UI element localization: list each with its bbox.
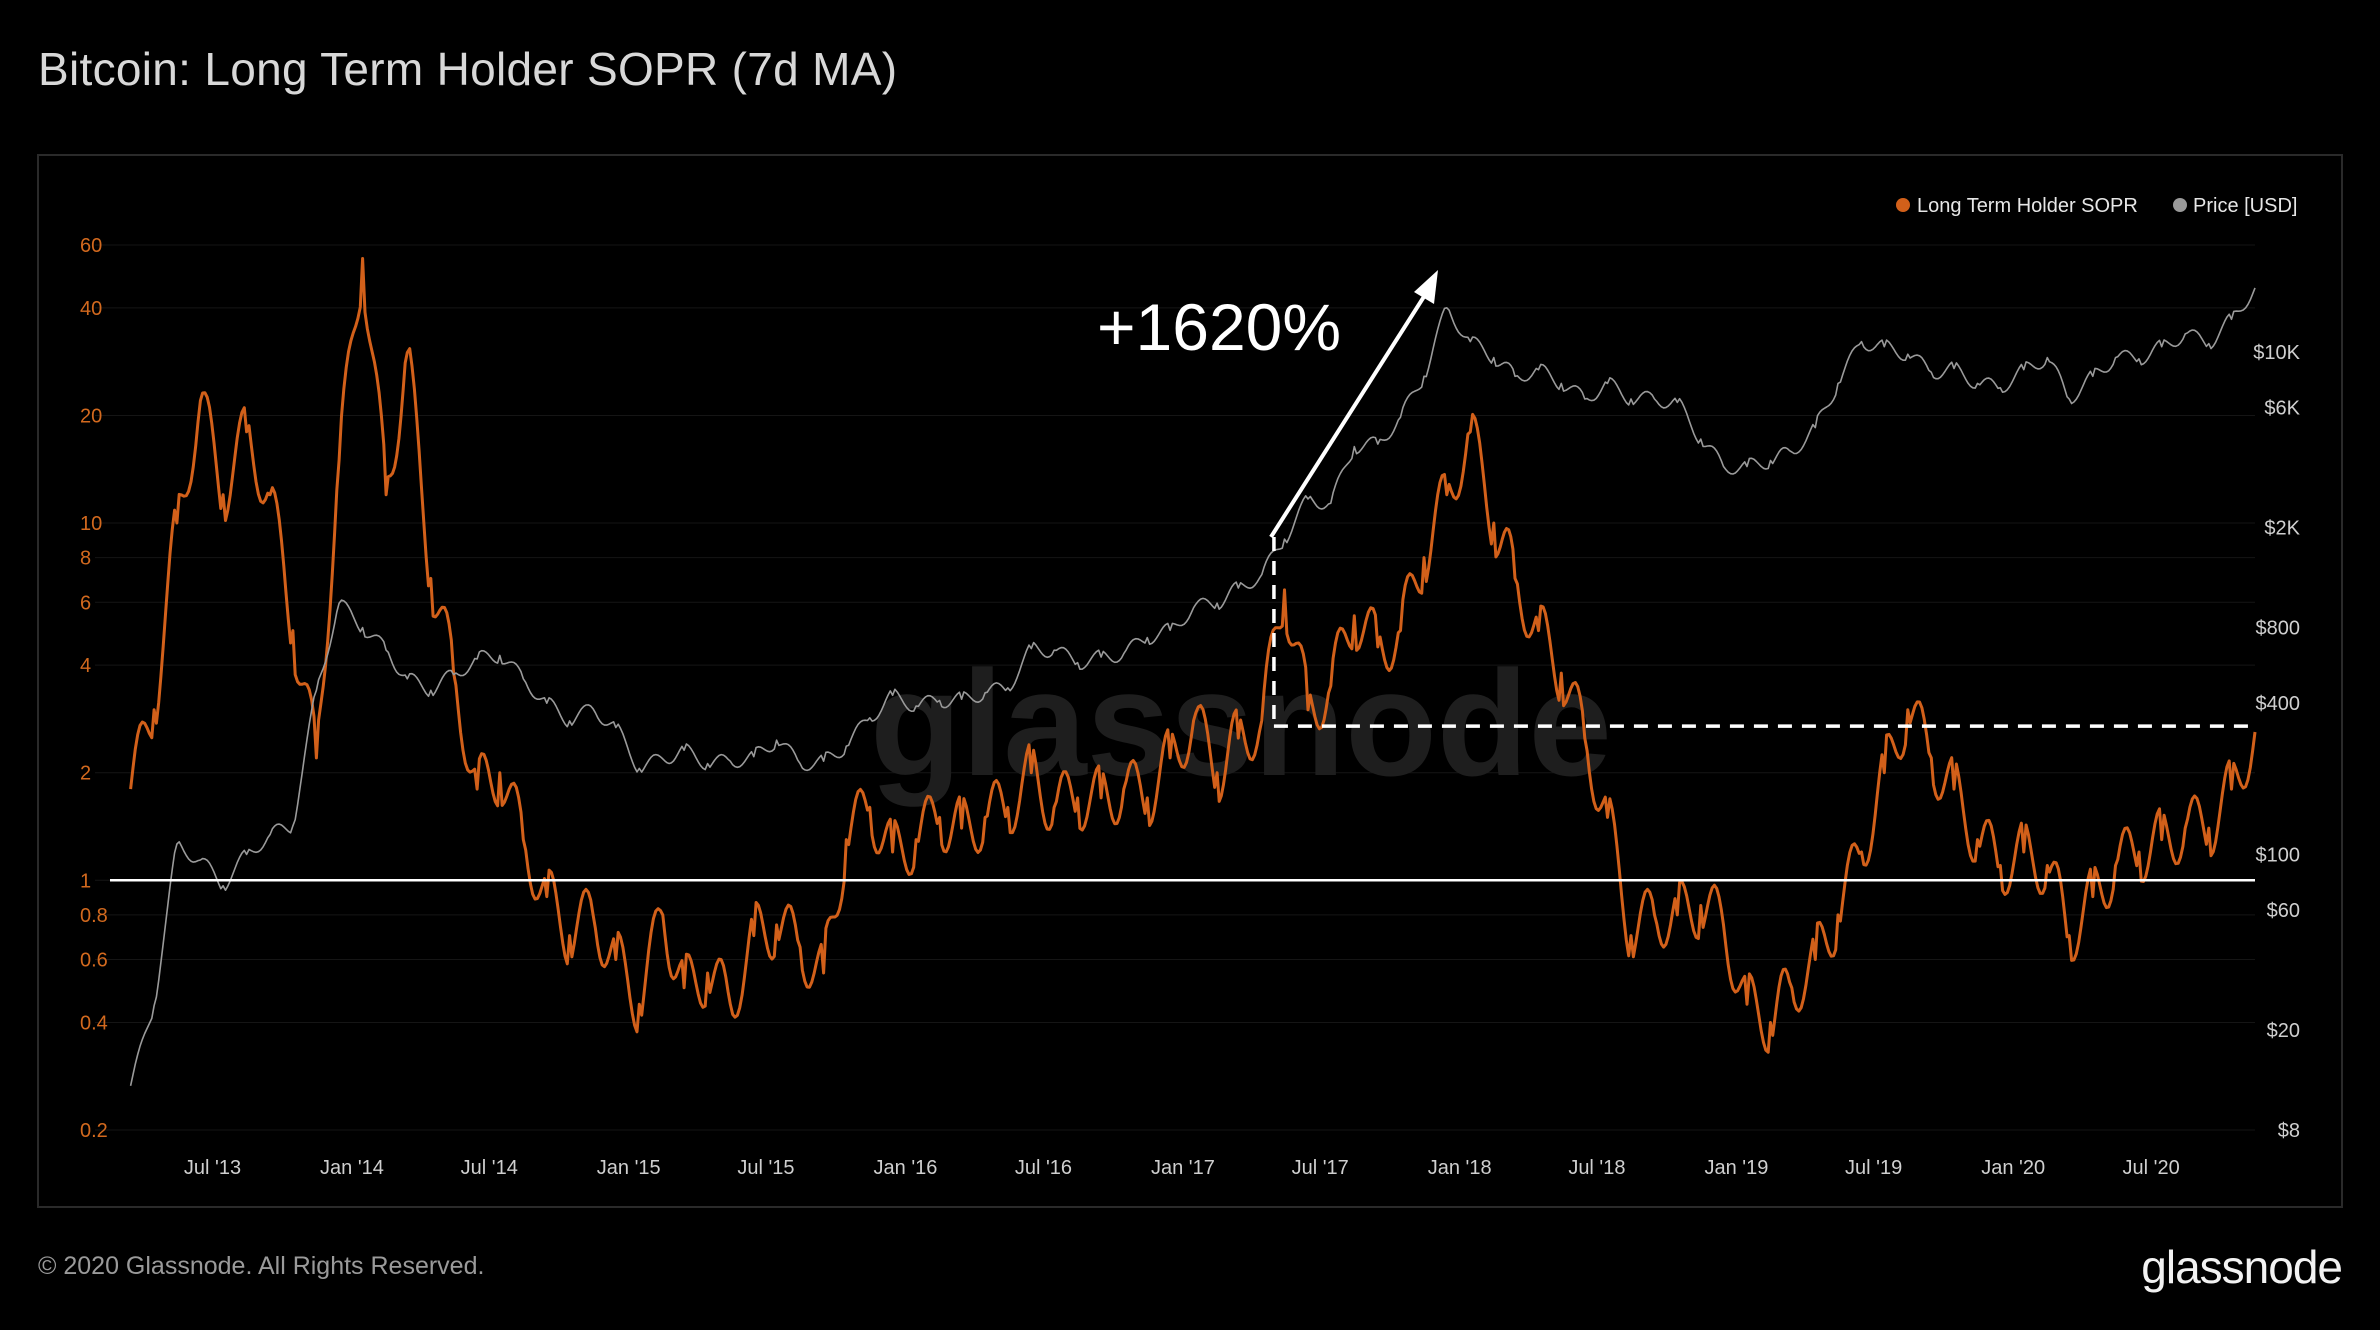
legend-label-sopr[interactable]: Long Term Holder SOPR bbox=[1917, 195, 2138, 217]
price-line bbox=[129, 287, 2256, 1086]
legend-marker-sopr bbox=[1896, 198, 1910, 212]
sopr-line bbox=[129, 257, 2257, 1054]
x-tick-label: Jul '18 bbox=[1568, 1157, 1625, 1179]
x-tick-label: Jul '16 bbox=[1015, 1157, 1072, 1179]
x-tick-label: Jul '14 bbox=[461, 1157, 518, 1179]
x-tick-label: Jul '20 bbox=[2123, 1157, 2180, 1179]
x-tick-label: Jan '19 bbox=[1704, 1157, 1768, 1179]
y-right-tick-label: $60 bbox=[2267, 900, 2300, 922]
growth-arrow-line bbox=[1269, 282, 1434, 539]
chart-title: Bitcoin: Long Term Holder SOPR (7d MA) bbox=[38, 43, 898, 95]
left-axis: 60 40 20 10 8 6 4 2 1 0.8 0.6 0.4 0.2 bbox=[80, 235, 108, 1142]
y-right-tick-label: $6K bbox=[2264, 398, 2300, 420]
y-right-tick-label: $800 bbox=[2256, 618, 2301, 640]
y-right-tick-label: $8 bbox=[2278, 1120, 2300, 1142]
growth-annotation-label: +1620% bbox=[1097, 290, 1341, 364]
right-axis: $10K $6K $2K $800 $400 $100 $60 $20 $8 bbox=[2253, 342, 2300, 1142]
x-tick-label: Jan '14 bbox=[320, 1157, 384, 1179]
glassnode-logo: glassnode bbox=[2141, 1241, 2343, 1293]
y-right-tick-label: $400 bbox=[2256, 693, 2301, 715]
y-left-tick-label: 0.2 bbox=[80, 1120, 108, 1142]
chart-frame bbox=[37, 154, 2343, 1208]
y-right-tick-label: $10K bbox=[2253, 342, 2300, 364]
y-left-tick-label: 20 bbox=[80, 405, 102, 427]
copyright-text: © 2020 Glassnode. All Rights Reserved. bbox=[38, 1252, 485, 1280]
x-tick-label: Jul '19 bbox=[1845, 1157, 1902, 1179]
legend-label-price[interactable]: Price [USD] bbox=[2193, 195, 2297, 217]
y-left-tick-label: 4 bbox=[80, 655, 91, 677]
x-tick-label: Jan '18 bbox=[1428, 1157, 1492, 1179]
annotation-group: +1620% bbox=[110, 270, 2255, 882]
x-tick-label: Jan '16 bbox=[874, 1157, 938, 1179]
y-left-tick-label: 1 bbox=[80, 870, 91, 892]
y-right-tick-label: $2K bbox=[2264, 518, 2300, 540]
x-tick-label: Jul '17 bbox=[1292, 1157, 1349, 1179]
series-lines bbox=[129, 257, 2257, 1086]
y-left-tick-label: 6 bbox=[80, 592, 91, 614]
y-left-tick-label: 0.6 bbox=[80, 950, 108, 972]
legend-marker-price bbox=[2173, 198, 2187, 212]
y-left-tick-label: 0.8 bbox=[80, 905, 108, 927]
x-tick-label: Jan '17 bbox=[1151, 1157, 1215, 1179]
legend[interactable]: Long Term Holder SOPR Price [USD] bbox=[1896, 195, 2297, 217]
x-tick-label: Jul '15 bbox=[737, 1157, 794, 1179]
y-left-tick-label: 40 bbox=[80, 298, 102, 320]
x-tick-label: Jan '15 bbox=[597, 1157, 661, 1179]
y-left-tick-label: 60 bbox=[80, 235, 102, 257]
x-tick-label: Jan '20 bbox=[1981, 1157, 2045, 1179]
x-tick-label: Jul '13 bbox=[184, 1157, 241, 1179]
y-left-tick-label: 2 bbox=[80, 763, 91, 785]
y-left-tick-label: 10 bbox=[80, 513, 102, 535]
y-right-tick-label: $20 bbox=[2267, 1020, 2300, 1042]
y-left-tick-label: 8 bbox=[80, 548, 91, 570]
y-left-tick-label: 0.4 bbox=[80, 1012, 108, 1034]
y-right-tick-label: $100 bbox=[2256, 844, 2301, 866]
x-axis: Jul '13 Jan '14 Jul '14 Jan '15 Jul '15 Jan '… bbox=[184, 1157, 2180, 1179]
growth-arrow-head-icon bbox=[1414, 270, 1438, 304]
